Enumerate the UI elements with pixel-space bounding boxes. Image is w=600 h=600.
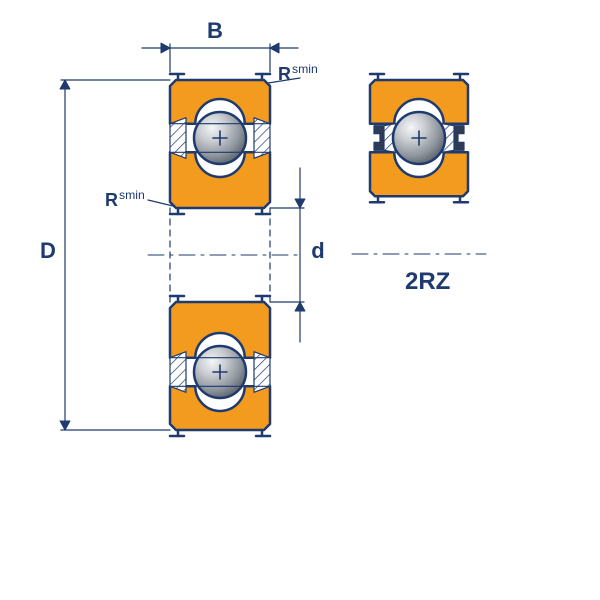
diagram-svg [0,0,600,600]
label-R-inner: Rsmin [105,188,145,211]
label-d: d [308,238,328,264]
label-D: D [38,238,58,264]
diagram-stage: D d B Rsmin Rsmin 2RZ [0,0,600,600]
main-cross-section [148,74,302,436]
side-view-2rz [352,74,486,254]
label-B: B [205,18,225,44]
label-variant-2rz: 2RZ [405,268,450,296]
label-R-outer: Rsmin [278,62,318,85]
